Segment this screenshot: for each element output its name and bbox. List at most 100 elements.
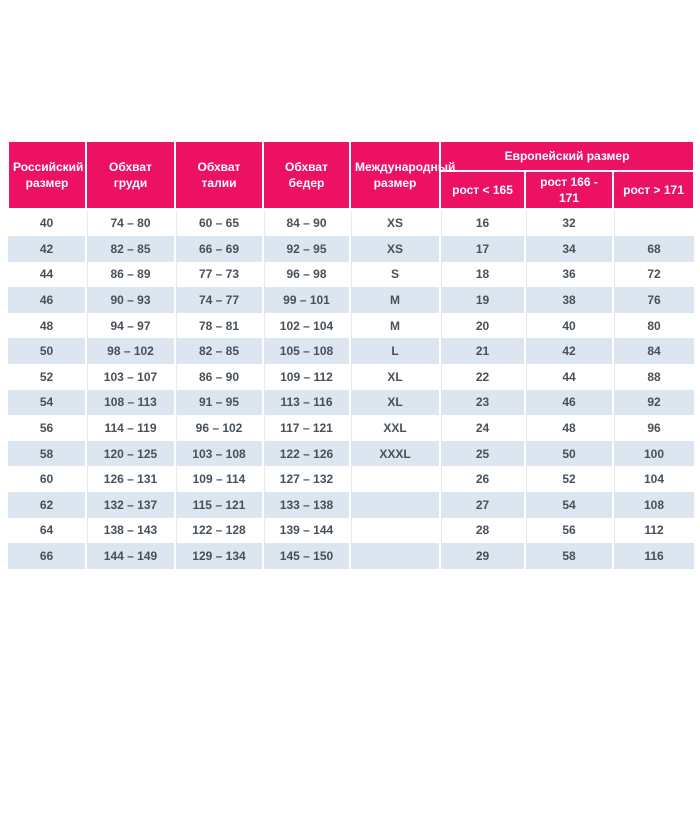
table-row: 66 144 – 149 129 – 134 145 – 150 29 58 116 [8, 543, 694, 569]
header-height-gt-171: рост > 171 [612, 169, 695, 211]
table-cell: 77 – 73 [174, 261, 263, 288]
table-cell: 17 [439, 235, 525, 262]
table-row: 54 108 – 113 91 – 95 113 – 116 XL 23 46 92 [8, 389, 694, 416]
table-cell: 104 [612, 466, 694, 492]
table-cell: L [349, 338, 440, 364]
table-cell: M [349, 287, 440, 313]
table-cell: 74 – 80 [85, 209, 175, 236]
table-cell: 24 [439, 415, 525, 441]
table-cell: 96 [612, 415, 694, 441]
table-cell: 72 [612, 261, 694, 288]
header-russian-size: Российский размер [7, 139, 87, 211]
table-cell: 109 – 112 [262, 363, 350, 390]
table-cell: 26 [439, 466, 525, 492]
table-cell [612, 209, 694, 236]
table-cell: 25 [439, 440, 525, 467]
table-cell: 54 [524, 491, 613, 518]
table-row: 58 120 – 125 103 – 108 122 – 126 XXXL 25 50 100 [8, 440, 694, 467]
table-cell: XXXL [349, 440, 440, 467]
table-cell: 66 – 69 [174, 235, 263, 262]
header-european-size-group: Европейский размер [439, 140, 695, 172]
table-cell: 18 [439, 261, 525, 288]
table-cell: 32 [524, 209, 613, 236]
table-cell: 27 [439, 491, 525, 518]
table-cell: 60 – 65 [174, 209, 263, 236]
table-cell: 108 – 113 [85, 389, 175, 416]
table-cell: 48 [524, 415, 613, 441]
table-cell: M [349, 312, 440, 339]
table-cell: 133 – 138 [262, 491, 350, 518]
table-cell: 40 [39, 216, 54, 231]
table-cell: XL [349, 389, 440, 416]
table-row: 42 82 – 85 66 – 69 92 – 95 XS 17 34 68 [8, 235, 694, 262]
table-cell: 145 – 150 [262, 543, 350, 569]
table-cell: 100 [612, 440, 694, 467]
table-cell: 99 – 101 [262, 287, 350, 313]
table-cell: 103 – 107 [85, 363, 175, 390]
header-row-main: Российский размер Обхват груди Обхват та… [7, 139, 695, 211]
table-cell: 38 [524, 287, 613, 313]
table-cell: 68 [612, 235, 694, 262]
table-cell: XS [349, 235, 440, 262]
size-chart-table: Российский размер Обхват груди Обхват та… [7, 139, 695, 569]
table-cell: 42 [8, 235, 86, 262]
table-cell: 144 – 149 [85, 543, 175, 569]
table-cell: 105 – 108 [262, 338, 350, 364]
table-cell: 127 – 132 [262, 466, 350, 492]
table-cell: S [349, 261, 440, 288]
table-cell [349, 491, 440, 518]
table-cell: 16 [439, 209, 525, 236]
table-cell [349, 517, 440, 544]
table-cell: XXL [349, 415, 440, 441]
table-cell: 109 – 114 [174, 466, 263, 492]
header-international-size: Международный размер [349, 139, 455, 211]
table-body: 40 74 – 80 60 – 65 84 – 90 XS 16 32 42 82 – 85 66… [8, 209, 694, 569]
table-cell: 94 – 97 [85, 312, 175, 339]
table-cell: 138 – 143 [85, 517, 175, 544]
table-cell: 122 – 128 [174, 517, 263, 544]
table-row: 52 103 – 107 86 – 90 109 – 112 XL 22 44 88 [8, 363, 694, 390]
table-cell: 74 – 77 [174, 287, 263, 313]
table-cell: 84 [612, 338, 694, 364]
table-cell: 28 [439, 517, 525, 544]
table-cell: 96 – 98 [262, 261, 350, 288]
table-cell: 52 [524, 466, 613, 492]
table-cell: 96 – 102 [174, 415, 263, 441]
table-row: 64 138 – 143 122 – 128 139 – 144 28 56 112 [8, 517, 694, 544]
table-cell: 52 [39, 369, 54, 384]
table-cell: 132 – 137 [85, 491, 175, 518]
table-cell: 46 [524, 389, 613, 416]
table-cell: 62 [8, 491, 86, 518]
table-cell: 36 [524, 261, 613, 288]
table-cell: 126 – 131 [85, 466, 175, 492]
table-cell: XL [349, 363, 440, 390]
table-cell: 120 – 125 [85, 440, 175, 467]
table-cell: 22 [439, 363, 525, 390]
table-cell: 56 [524, 517, 613, 544]
table-cell: 86 – 89 [85, 261, 175, 288]
table-cell: 20 [439, 312, 525, 339]
table-cell: 21 [439, 338, 525, 364]
table-row: 40 74 – 80 60 – 65 84 – 90 XS 16 32 [8, 209, 694, 236]
header-height-166-171: рост 166 - 171 [524, 169, 614, 211]
table-cell: 50 [524, 440, 613, 467]
table-cell: 103 – 108 [174, 440, 263, 467]
table-cell: 44 [524, 363, 613, 390]
table-cell: 92 – 95 [262, 235, 350, 262]
table-cell [349, 466, 440, 492]
table-cell: 42 [524, 338, 613, 364]
table-row: 48 94 – 97 78 – 81 102 – 104 M 20 40 80 [8, 312, 694, 339]
table-row: 44 86 – 89 77 – 73 96 – 98 S 18 36 72 [8, 261, 694, 288]
table-cell: 58 [8, 440, 86, 467]
table-cell: 129 – 134 [174, 543, 263, 569]
table-cell: 90 – 93 [85, 287, 175, 313]
table-cell: 114 – 119 [85, 415, 175, 441]
table-cell: 82 – 85 [85, 235, 175, 262]
page: Российский размер Обхват груди Обхват та… [0, 139, 700, 840]
table-cell: XS [349, 209, 440, 236]
table-cell: 50 [8, 338, 86, 364]
table-cell: 82 – 85 [174, 338, 263, 364]
table-cell: 66 [8, 543, 86, 569]
table-cell: 116 [612, 543, 694, 569]
table-cell: 112 [612, 517, 694, 544]
